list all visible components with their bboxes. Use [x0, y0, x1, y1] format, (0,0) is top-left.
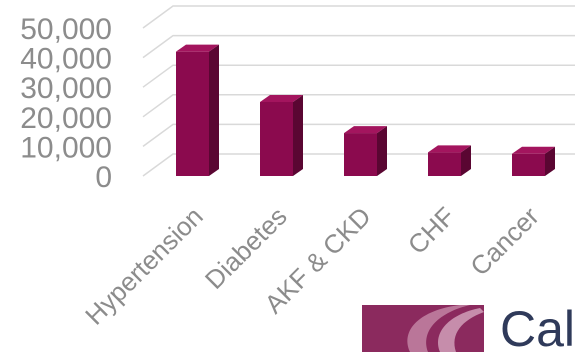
x-tick-label: CHF [402, 201, 461, 260]
gridline [142, 94, 575, 118]
gridline [142, 123, 575, 148]
y-tick-label: 0 [95, 161, 112, 194]
bar [344, 126, 387, 176]
y-tick-label: 20,000 [20, 102, 112, 135]
logo-mark-icon [362, 305, 484, 352]
y-tick-label: 40,000 [20, 43, 112, 76]
bar [260, 95, 303, 176]
y-tick-label: 10,000 [20, 131, 112, 164]
gridline [142, 34, 575, 59]
bar [428, 145, 471, 176]
x-tick-label: Cancer [464, 201, 545, 282]
y-tick-label: 50,000 [20, 13, 112, 46]
y-tick-label: 30,000 [20, 72, 112, 105]
bar [512, 146, 555, 176]
bars [176, 44, 555, 177]
gridline [142, 64, 575, 88]
logo-text: Cal [500, 301, 576, 357]
x-tick-label: Hypertension [79, 201, 209, 331]
gridline [142, 5, 575, 29]
bar [176, 44, 219, 177]
